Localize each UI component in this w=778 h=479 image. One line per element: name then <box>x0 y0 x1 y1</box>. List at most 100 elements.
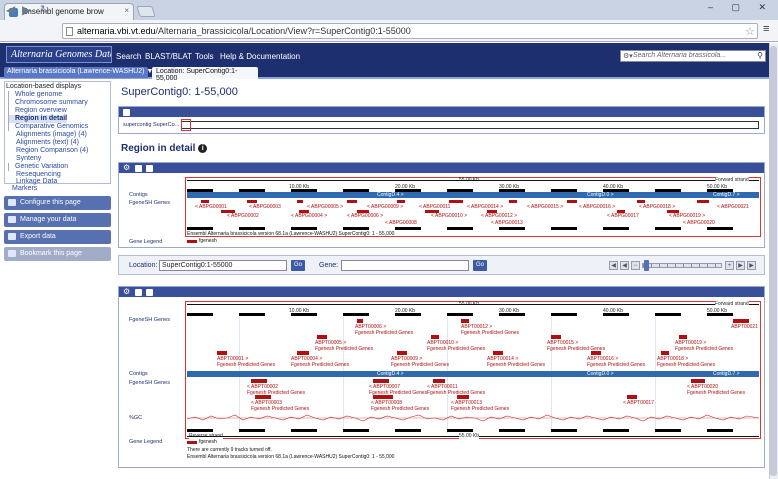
contig-track[interactable]: ContigD.4 > ContigD.0 > ContigD.7 > <box>187 371 759 377</box>
transcript-feature[interactable] <box>627 395 637 399</box>
transcript-label[interactable]: ABPT00004 > <box>291 356 323 362</box>
back-arrow-icon[interactable]: ◀ <box>6 3 16 17</box>
site-search-input[interactable]: ⚙▾ Search Alternaria brassicola... ⚲ <box>620 50 766 62</box>
transcript-feature[interactable] <box>661 351 669 355</box>
transcript-label[interactable]: ABPT00016 > <box>587 356 619 362</box>
gene-go-button[interactable]: Go <box>473 260 487 271</box>
gene-feature[interactable] <box>697 200 709 203</box>
zoom-out-icon[interactable]: − <box>631 261 640 270</box>
nav-link-search[interactable]: Search <box>116 52 142 61</box>
overview-bar[interactable] <box>181 121 759 129</box>
transcript-feature[interactable] <box>373 379 389 383</box>
transcript-label[interactable]: ABPT00015 > <box>547 340 579 346</box>
gene-label[interactable]: < ABPG00006 > <box>347 213 384 219</box>
gene-feature[interactable] <box>299 210 309 213</box>
image-icon[interactable] <box>146 289 153 296</box>
gene-label[interactable]: < ABPG00020 <box>683 220 715 226</box>
transcript-label[interactable]: < ABPT00002 <box>247 384 278 390</box>
zoom-slider-handle[interactable] <box>644 260 649 271</box>
forward-arrow-icon[interactable]: ▶ <box>22 3 32 17</box>
configure-page-button[interactable]: Configure this page <box>4 196 111 210</box>
transcript-feature[interactable] <box>461 319 469 323</box>
transcript-feature[interactable] <box>679 335 687 339</box>
transcript-label[interactable]: ABPT00006 > <box>355 324 387 330</box>
search-scope-icon[interactable]: ⚙▾ <box>623 53 633 60</box>
sidebar-item-chromosome-summary[interactable]: Chromosome summary <box>8 99 88 107</box>
transcript-feature[interactable] <box>373 395 393 399</box>
image-icon[interactable] <box>146 165 153 172</box>
transcript-label[interactable]: < ABPT00003 <box>251 400 282 406</box>
gene-feature[interactable] <box>221 210 235 213</box>
gene-label[interactable]: < ABPG00016 > <box>579 204 616 210</box>
window-controls[interactable]: – ▢ ✕ <box>707 2 774 12</box>
browser-menu-icon[interactable]: ≡ <box>763 23 770 35</box>
sidebar-item-alignments-text[interactable]: Alignments (text) (4) <box>16 139 80 146</box>
transcript-feature[interactable] <box>251 379 267 383</box>
nav-link-blast[interactable]: BLAST/BLAT <box>145 52 192 61</box>
manage-data-button[interactable]: Manage your data <box>4 213 111 227</box>
gene-label[interactable]: < ABPG00021 <box>717 204 749 210</box>
reverse-gene-track[interactable]: < ABPT00002 Fgenesh Predicted Genes < AB… <box>187 379 759 415</box>
reload-icon[interactable]: ↻ <box>40 4 50 16</box>
gene-label[interactable]: < ABPG00019 > <box>669 213 706 219</box>
location-input[interactable]: SuperContig0:1-55000 <box>159 260 287 271</box>
transcript-label[interactable]: < ABPT00011 <box>427 384 458 390</box>
gene-label[interactable]: < ABPG00002 <box>227 213 259 219</box>
sidebar-item-whole-genome[interactable]: Whole genome <box>8 91 62 99</box>
gene-label[interactable]: < ABPG00004 > <box>291 213 328 219</box>
info-icon[interactable]: i <box>198 144 208 153</box>
transcript-feature[interactable] <box>431 335 439 339</box>
gene-label[interactable]: < ABPG00008 <box>385 220 417 226</box>
sidebar-item-synteny[interactable]: Synteny <box>16 155 42 162</box>
export-image-icon[interactable] <box>135 289 142 296</box>
gene-label[interactable]: < ABPG00009 > <box>367 204 404 210</box>
transcript-feature[interactable] <box>591 351 601 355</box>
transcript-label[interactable]: ABPT00012 > <box>461 324 493 330</box>
gene-feature[interactable] <box>509 200 517 203</box>
transcript-label[interactable]: < ABPT00013 <box>451 400 482 406</box>
gene-feature[interactable] <box>397 200 405 203</box>
transcript-label[interactable]: < ABPT00007 <box>369 384 400 390</box>
bookmark-star-icon[interactable]: ☆ <box>745 26 755 38</box>
transcript-feature[interactable] <box>551 335 561 339</box>
location-go-button[interactable]: Go <box>291 260 305 271</box>
transcript-feature[interactable] <box>733 319 749 323</box>
gene-track-top[interactable]: < ABPG00001 < ABPG00003 < ABPG00005 > < … <box>187 200 759 226</box>
gene-label[interactable]: < ABPG00005 > <box>307 204 344 210</box>
transcript-label[interactable]: ABPT00009 > <box>391 356 423 362</box>
transcript-feature[interactable] <box>217 351 227 355</box>
search-icon[interactable]: ⚲ <box>757 51 763 60</box>
species-tab[interactable]: Alternaria brassicicola (Lawrence-WASHU2… <box>4 67 153 78</box>
zoom-in-icon[interactable]: + <box>725 261 734 270</box>
transcript-feature[interactable] <box>457 395 469 399</box>
gene-feature[interactable] <box>487 210 497 213</box>
zoom-slider[interactable] <box>642 263 722 268</box>
gene-feature[interactable] <box>247 200 257 203</box>
gene-label[interactable]: < ABPG00017 <box>607 213 639 219</box>
transcript-label[interactable]: ABPT00005 > <box>315 340 347 346</box>
transcript-feature[interactable] <box>397 351 407 355</box>
gene-label[interactable]: < ABPG00011 <box>419 204 451 210</box>
sidebar-item-genetic-variation[interactable]: Genetic Variation <box>8 163 68 171</box>
transcript-feature[interactable] <box>433 379 445 383</box>
transcript-feature[interactable] <box>357 319 363 323</box>
gene-feature[interactable] <box>357 210 369 213</box>
scroll-right-far-icon[interactable]: ▶ <box>747 261 756 270</box>
export-data-button[interactable]: Export data <box>4 230 111 244</box>
scroll-left-icon[interactable]: ◀ <box>620 261 629 270</box>
gene-label[interactable]: < ABPG00013 <box>491 220 523 226</box>
gene-label[interactable]: < ABPG00015 > <box>527 204 564 210</box>
scroll-right-icon[interactable]: ▶ <box>736 261 745 270</box>
sidebar-item-resequencing[interactable]: Resequencing <box>16 171 61 178</box>
scrollbar-thumb[interactable] <box>770 46 777 476</box>
gene-label[interactable]: < ABPG00014 > <box>467 204 504 210</box>
gene-feature[interactable] <box>425 210 439 213</box>
transcript-label[interactable]: < ABPT00020 <box>687 384 718 390</box>
gene-input[interactable] <box>341 260 469 271</box>
new-tab-button[interactable] <box>136 6 156 17</box>
sidebar-item-alignments-image[interactable]: Alignments (image) (4) <box>16 131 87 138</box>
gene-label[interactable]: < ABPG00001 <box>195 204 227 210</box>
gene-feature[interactable] <box>347 200 357 203</box>
transcript-feature[interactable] <box>255 395 271 399</box>
transcript-feature[interactable] <box>493 351 503 355</box>
